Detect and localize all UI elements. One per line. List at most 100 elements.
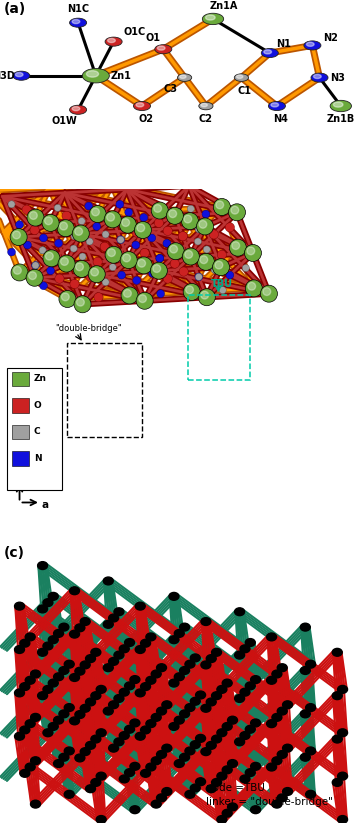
Circle shape: [199, 102, 213, 109]
Circle shape: [201, 617, 211, 625]
Circle shape: [85, 202, 93, 210]
Circle shape: [31, 800, 40, 808]
Circle shape: [11, 264, 28, 281]
Circle shape: [109, 614, 119, 622]
Text: (a): (a): [4, 2, 26, 16]
Circle shape: [59, 753, 69, 761]
Bar: [12, 425, 29, 439]
Circle shape: [71, 281, 78, 287]
Circle shape: [75, 667, 85, 675]
Circle shape: [185, 704, 195, 712]
Circle shape: [45, 253, 53, 260]
Circle shape: [217, 816, 227, 823]
Circle shape: [174, 630, 184, 637]
Circle shape: [226, 272, 234, 279]
Circle shape: [234, 74, 248, 81]
Circle shape: [38, 692, 48, 700]
Circle shape: [244, 244, 261, 262]
Circle shape: [64, 790, 74, 798]
Circle shape: [38, 649, 48, 656]
Circle shape: [75, 754, 85, 762]
Circle shape: [130, 719, 140, 727]
Circle shape: [54, 760, 64, 768]
Text: a: a: [42, 500, 49, 510]
Text: N: N: [34, 453, 41, 463]
Circle shape: [146, 763, 156, 771]
Circle shape: [20, 726, 30, 734]
Circle shape: [103, 621, 113, 628]
Circle shape: [178, 231, 187, 241]
Circle shape: [96, 729, 106, 737]
Circle shape: [267, 763, 277, 771]
Circle shape: [15, 645, 24, 653]
Circle shape: [136, 103, 144, 107]
Circle shape: [16, 221, 23, 228]
Text: node =TBU
linker = "double-bridge": node =TBU linker = "double-bridge": [206, 783, 333, 807]
Text: Zn1: Zn1: [110, 71, 131, 81]
Circle shape: [20, 682, 30, 690]
Circle shape: [157, 46, 165, 50]
Circle shape: [130, 676, 140, 684]
Circle shape: [62, 212, 71, 221]
Circle shape: [283, 701, 293, 709]
Circle shape: [190, 741, 200, 749]
Circle shape: [133, 101, 151, 110]
Circle shape: [15, 732, 24, 740]
Circle shape: [217, 729, 227, 737]
Text: O1W: O1W: [51, 116, 77, 126]
Circle shape: [228, 716, 237, 724]
Circle shape: [121, 287, 138, 304]
Circle shape: [132, 276, 141, 285]
Circle shape: [119, 775, 129, 783]
Circle shape: [240, 775, 250, 783]
Circle shape: [48, 723, 58, 730]
Circle shape: [55, 239, 62, 247]
Circle shape: [40, 234, 48, 242]
Circle shape: [130, 806, 140, 814]
Circle shape: [195, 226, 202, 233]
Circle shape: [245, 769, 255, 777]
Circle shape: [54, 204, 61, 212]
Circle shape: [157, 290, 165, 298]
Circle shape: [30, 226, 39, 235]
Circle shape: [119, 688, 129, 696]
Circle shape: [148, 234, 155, 242]
Circle shape: [116, 201, 124, 208]
Circle shape: [125, 208, 133, 216]
Circle shape: [86, 71, 99, 77]
Text: (c): (c): [4, 546, 24, 560]
Circle shape: [211, 267, 218, 273]
Circle shape: [199, 221, 207, 228]
Circle shape: [138, 259, 146, 267]
Circle shape: [201, 748, 211, 756]
Circle shape: [338, 816, 348, 823]
Circle shape: [109, 744, 119, 752]
Circle shape: [72, 225, 89, 242]
Circle shape: [306, 42, 314, 46]
Circle shape: [96, 772, 106, 780]
Circle shape: [118, 272, 126, 279]
Circle shape: [91, 268, 98, 276]
Circle shape: [94, 293, 103, 302]
Circle shape: [31, 757, 40, 765]
Text: b: b: [11, 471, 18, 481]
Circle shape: [75, 710, 85, 718]
Circle shape: [216, 201, 224, 209]
Circle shape: [178, 74, 192, 81]
Text: Zn1A: Zn1A: [209, 1, 238, 11]
Circle shape: [231, 207, 239, 214]
Text: O2: O2: [138, 114, 153, 124]
Circle shape: [71, 233, 78, 239]
Text: O1: O1: [145, 33, 160, 43]
Circle shape: [15, 689, 24, 697]
Circle shape: [201, 661, 211, 669]
Circle shape: [22, 205, 31, 214]
Circle shape: [16, 221, 23, 229]
Circle shape: [124, 290, 131, 297]
Circle shape: [206, 15, 215, 20]
Circle shape: [20, 639, 30, 647]
Text: N1C: N1C: [67, 4, 89, 15]
Circle shape: [119, 732, 129, 740]
Circle shape: [169, 723, 179, 730]
Circle shape: [277, 707, 287, 715]
